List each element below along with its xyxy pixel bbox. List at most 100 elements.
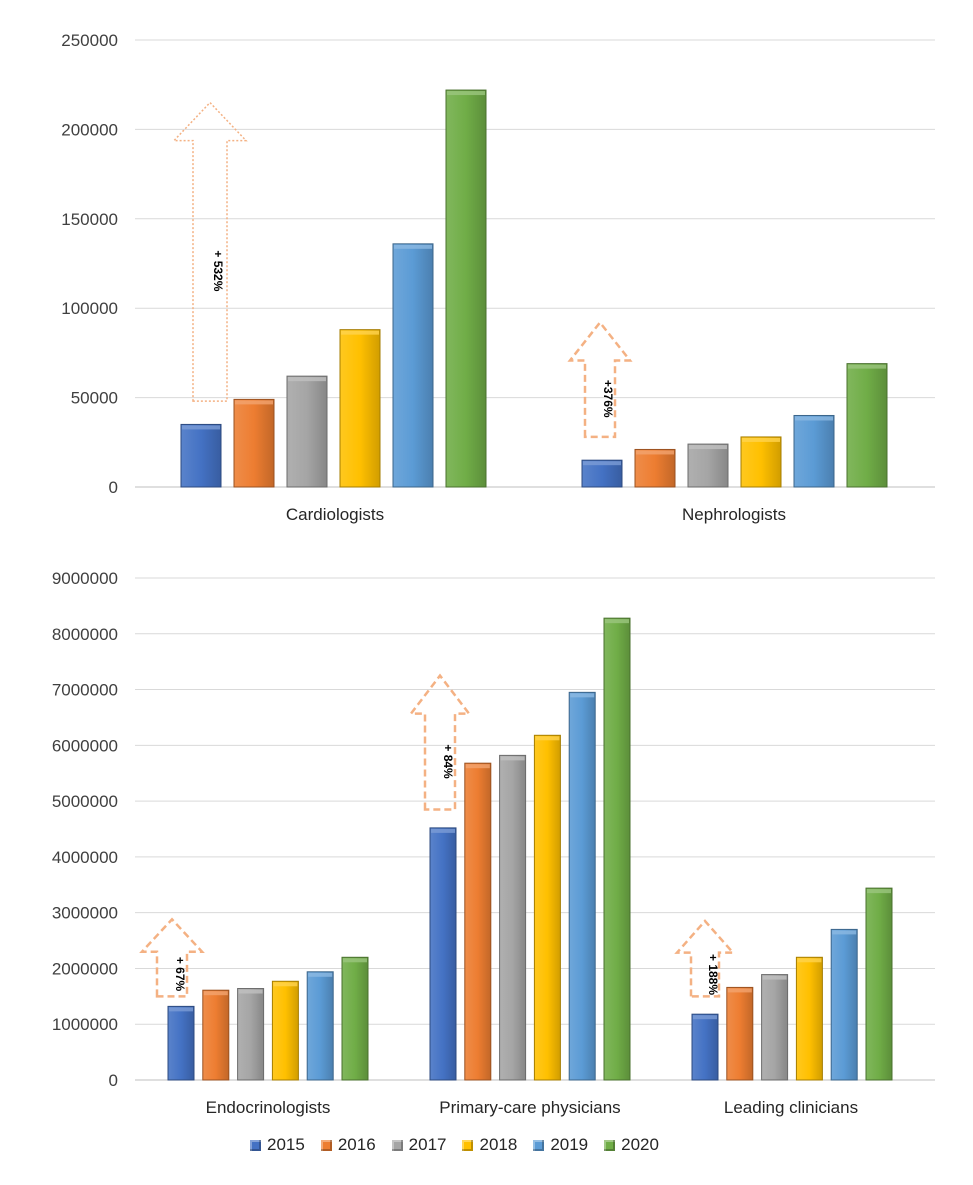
legend-swatch — [533, 1139, 545, 1151]
bar-bevel — [795, 416, 833, 421]
bar-bevel — [308, 972, 333, 977]
bar-cardiologists-2016 — [233, 398, 275, 488]
bar-bevel — [727, 988, 752, 993]
y-tick-label: 4000000 — [52, 848, 118, 867]
legend: 2015 2016 2017 2018 2019 2020 — [250, 1133, 659, 1157]
bar-bevel — [394, 244, 432, 249]
bar-primary-care-physicians-2016 — [464, 762, 492, 1081]
bar-bevel — [583, 461, 621, 466]
bar-endocrinologists-2020 — [341, 956, 369, 1081]
bar-endocrinologists-2019 — [306, 971, 334, 1081]
legend-item-2018: 2018 — [462, 1135, 517, 1155]
legend-item-2016: 2016 — [320, 1135, 376, 1155]
bar-bevel — [605, 619, 629, 624]
category-label: Cardiologists — [286, 505, 384, 524]
bar-primary-care-physicians-2015 — [429, 827, 457, 1081]
bar-nephrologists-2017 — [687, 443, 729, 488]
y-tick-label: 200000 — [61, 120, 118, 139]
bar-endocrinologists-2016 — [202, 989, 230, 1081]
growth-label: + 67% — [173, 957, 187, 992]
bar-bevel — [832, 930, 857, 935]
bar-primary-care-physicians-2019 — [568, 691, 596, 1081]
bar-nephrologists-2018 — [740, 436, 782, 488]
growth-arrow — [567, 320, 633, 439]
growth-label: + 188% — [706, 954, 720, 995]
legend-item-2019: 2019 — [533, 1135, 588, 1155]
growth-arrow — [674, 919, 736, 998]
bar-leading-clinicians-2020 — [865, 887, 893, 1081]
bar-bevel — [742, 437, 780, 442]
legend-item-2020: 2020 — [604, 1135, 659, 1155]
bar-bevel — [182, 425, 220, 430]
bar-leading-clinicians-2015 — [691, 1013, 719, 1081]
y-tick-label: 8000000 — [52, 625, 118, 644]
growth-arrow — [408, 673, 472, 811]
bar-bevel — [203, 991, 228, 996]
y-tick-label: 5000000 — [52, 792, 118, 811]
y-tick-label: 0 — [109, 1071, 118, 1090]
y-tick-label: 2000000 — [52, 959, 118, 978]
bar-bevel — [848, 364, 886, 369]
bar-primary-care-physicians-2018 — [533, 734, 561, 1081]
legend-label: 2019 — [550, 1135, 589, 1154]
bar-cardiologists-2019 — [392, 243, 434, 488]
bar-cardiologists-2017 — [286, 375, 328, 488]
bar-bevel — [343, 958, 367, 963]
legend-item-2015: 2015 — [250, 1135, 305, 1155]
bar-leading-clinicians-2018 — [795, 956, 823, 1081]
legend-label: 2018 — [479, 1135, 518, 1154]
bar-bevel — [169, 1007, 193, 1012]
category-label: Endocrinologists — [206, 1098, 331, 1117]
legend-label: 2020 — [621, 1135, 659, 1154]
growth-arrow — [172, 101, 248, 402]
bar-bevel — [500, 756, 525, 761]
y-tick-label: 250000 — [61, 31, 118, 50]
bar-nephrologists-2016 — [634, 448, 676, 488]
legend-label: 2016 — [337, 1135, 376, 1154]
bar-cardiologists-2020 — [445, 89, 487, 488]
chart-2: 0 1000000 2000000 3000000 4000000 5000000 6000… — [52, 569, 935, 1117]
legend-item-2017: 2017 — [391, 1135, 446, 1155]
bar-primary-care-physicians-2017 — [499, 754, 527, 1081]
legend-swatch — [462, 1139, 474, 1151]
bar-cardiologists-2015 — [180, 423, 222, 488]
bar-bevel — [447, 91, 485, 96]
bar-bevel — [431, 828, 455, 833]
y-tick-label: 6000000 — [52, 736, 118, 755]
bar-endocrinologists-2018 — [271, 980, 299, 1081]
bar-bevel — [235, 400, 273, 405]
growth-label: +376% — [601, 380, 615, 418]
y-tick-label: 9000000 — [52, 569, 118, 588]
y-tick-label: 7000000 — [52, 681, 118, 700]
bar-nephrologists-2019 — [793, 414, 835, 488]
category-label: Primary-care physicians — [439, 1098, 620, 1117]
growth-label: + 84% — [441, 744, 455, 779]
bar-bevel — [693, 1015, 717, 1020]
y-tick-label: 150000 — [61, 210, 118, 229]
bar-leading-clinicians-2017 — [761, 974, 789, 1081]
legend-swatch — [391, 1139, 403, 1151]
bar-leading-clinicians-2019 — [830, 928, 858, 1081]
y-tick-label: 0 — [109, 478, 118, 497]
bar-bevel — [288, 377, 326, 382]
bar-bevel — [689, 445, 727, 450]
bar-primary-care-physicians-2020 — [603, 617, 631, 1081]
growth-arrow — [139, 917, 205, 998]
legend-swatch — [604, 1139, 616, 1151]
category-label: Leading clinicians — [724, 1098, 858, 1117]
bar-leading-clinicians-2016 — [726, 986, 754, 1081]
chart-1: 0 50000 100000 150000 200000 250000 Cardiologi… — [61, 31, 935, 524]
y-tick-label: 3000000 — [52, 904, 118, 923]
growth-label: + 532% — [211, 250, 225, 291]
bar-bevel — [465, 764, 490, 769]
bar-bevel — [570, 693, 595, 698]
bar-bevel — [636, 450, 674, 455]
y-tick-label: 50000 — [71, 389, 118, 408]
bar-bevel — [273, 982, 298, 987]
bar-nephrologists-2020 — [846, 363, 888, 488]
legend-swatch — [320, 1139, 332, 1151]
bar-bevel — [797, 958, 822, 963]
bar-cardiologists-2018 — [339, 329, 381, 488]
legend-label: 2015 — [267, 1135, 305, 1154]
